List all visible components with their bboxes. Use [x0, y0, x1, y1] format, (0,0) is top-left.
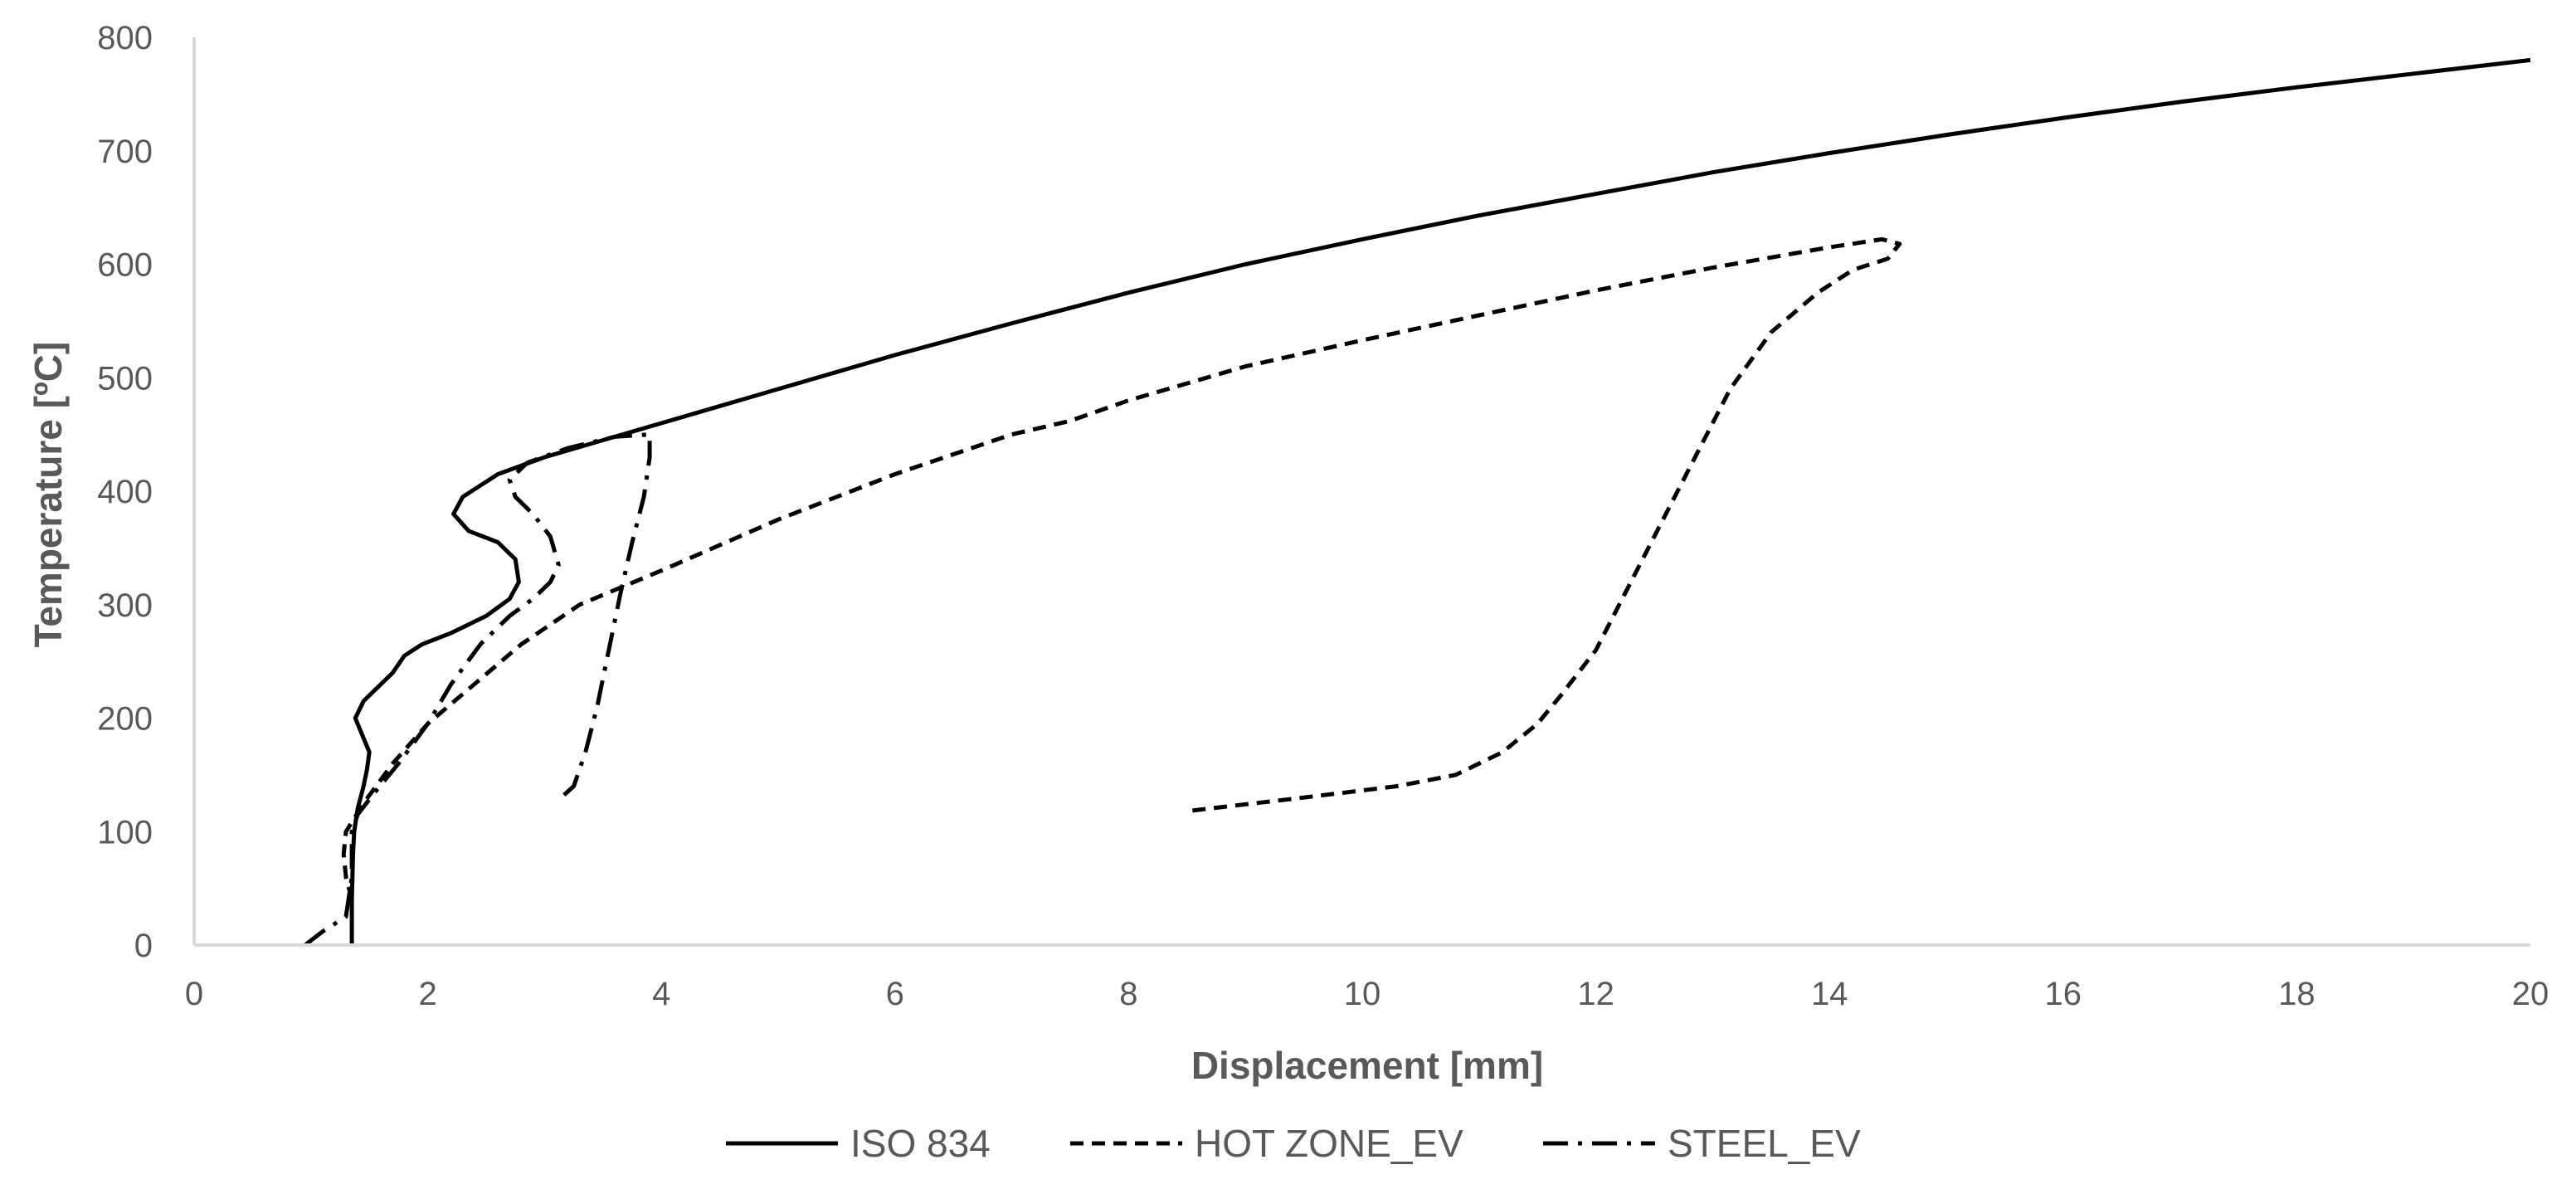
- x-tick-label: 12: [1577, 976, 1614, 1012]
- series-layer: [304, 57, 2531, 947]
- x-tick-label: 2: [418, 976, 436, 1012]
- y-axis-title: Temperature [ºC]: [27, 342, 70, 648]
- series-line-iso-834: [349, 57, 2531, 945]
- legend: ISO 834 HOT ZONE_EV STEEL_EV: [726, 1122, 1861, 1165]
- x-tick-label: 14: [1811, 976, 1848, 1012]
- x-tick-label: 8: [1119, 976, 1137, 1012]
- x-tick-labels: 0 2 4 6 8 10 12 14 16 18 20: [185, 976, 2549, 1012]
- x-axis-title: Displacement [mm]: [1191, 1044, 1543, 1087]
- x-tick-label: 16: [2045, 976, 2082, 1012]
- x-tick-label: 6: [886, 976, 904, 1012]
- y-tick-label: 500: [97, 360, 153, 397]
- y-tick-label: 0: [134, 928, 153, 964]
- series-line-hot-zone-ev: [341, 236, 1902, 900]
- y-tick-label: 200: [97, 701, 153, 738]
- plot-area: [192, 37, 2531, 947]
- y-tick-label: 400: [97, 474, 153, 510]
- x-tick-label: 4: [652, 976, 670, 1012]
- y-tick-label: 600: [97, 247, 153, 284]
- y-tick-labels: 0 100 200 300 400 500 600 700 800: [97, 20, 153, 964]
- y-tick-label: 800: [97, 20, 153, 56]
- x-tick-label: 18: [2278, 976, 2315, 1012]
- legend-label: ISO 834: [850, 1122, 991, 1165]
- y-tick-label: 300: [97, 587, 153, 624]
- series-line-steel-ev: [304, 432, 652, 947]
- x-tick-label: 0: [185, 976, 203, 1012]
- y-tick-label: 100: [97, 814, 153, 850]
- x-tick-label: 20: [2512, 976, 2549, 1012]
- x-tick-label: 10: [1344, 976, 1381, 1012]
- legend-label: HOT ZONE_EV: [1195, 1122, 1463, 1165]
- legend-label: STEEL_EV: [1668, 1122, 1861, 1165]
- y-tick-label: 700: [97, 134, 153, 170]
